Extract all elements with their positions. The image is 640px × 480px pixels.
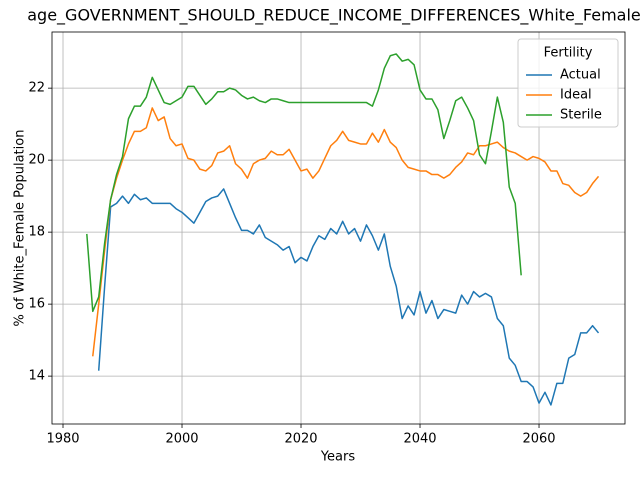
y-tick-label: 18 [28,225,45,240]
chart-title: age_GOVERNMENT_SHOULD_REDUCE_INCOME_DIFF… [27,6,640,26]
legend-label: Ideal [560,88,592,103]
y-tick-label: 14 [28,369,45,384]
line-series [97,188,600,406]
x-tick-label: 2040 [403,432,436,447]
line-series [92,107,600,357]
legend: Fertility Actual Ideal Sterile [517,38,619,128]
legend-label: Sterile [560,108,602,123]
x-tick-label: 2060 [522,432,555,447]
y-tick-label: 20 [28,153,45,168]
legend-title: Fertility [544,46,593,61]
x-tick-label: 1980 [46,432,79,447]
y-axis-label: % of White_Female Population [13,130,28,327]
plot-frame [51,31,626,425]
legend-label: Actual [560,68,601,83]
y-tick-label: 16 [28,297,45,312]
line-series [86,53,522,313]
x-tick-label: 2020 [284,432,317,447]
legend-box [517,38,619,128]
x-axis-label: Years [320,450,356,465]
y-tick-label: 22 [28,81,45,96]
x-tick-label: 2000 [165,432,198,447]
